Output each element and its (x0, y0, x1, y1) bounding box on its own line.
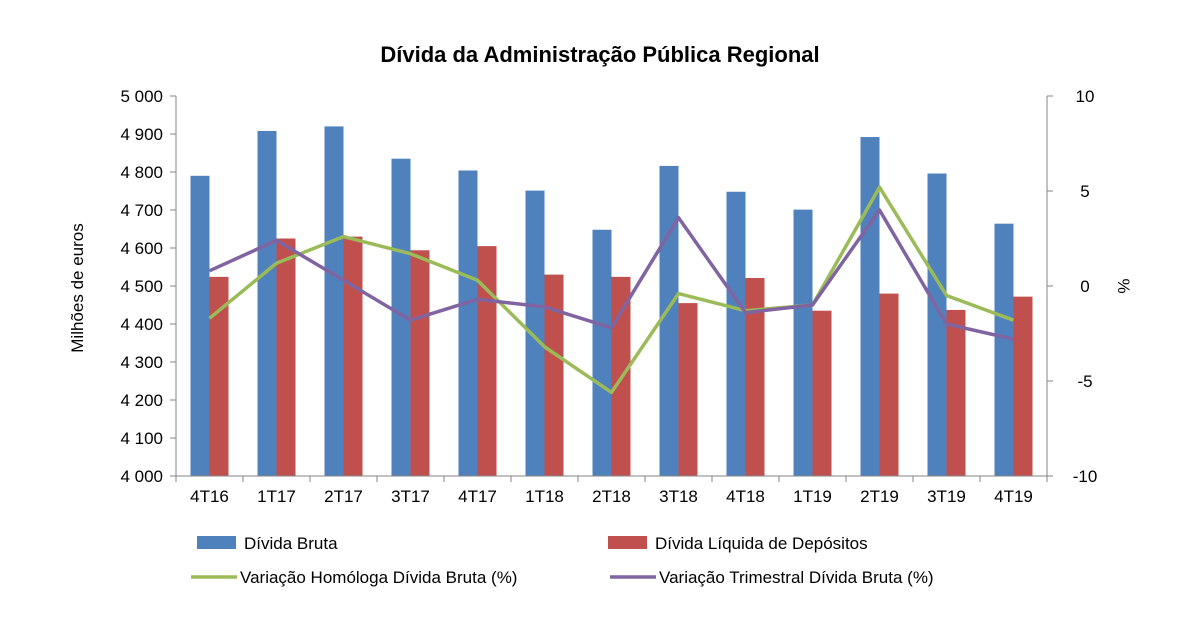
x-tick-label: 1T17 (257, 487, 296, 506)
y-tick-label: 4 700 (120, 201, 163, 220)
x-tick-label: 3T19 (927, 487, 966, 506)
line-variacao-trimestral (208, 208, 1014, 341)
line-variacao-homologa (208, 185, 1015, 395)
legend-label: Variação Trimestral Dívida Bruta (%) (659, 568, 934, 587)
bar-divida-liquida-1T18 (544, 274, 564, 476)
y-tick-label: 4 200 (120, 391, 163, 410)
legend-label: Variação Homóloga Dívida Bruta (%) (240, 568, 517, 587)
bar-divida-bruta-4T18 (726, 191, 746, 476)
bar-divida-liquida-1T19 (812, 310, 832, 476)
x-tick-label: 3T17 (391, 487, 430, 506)
bar-divida-liquida-3T18 (678, 303, 698, 476)
bar-divida-bruta-1T19 (793, 209, 813, 476)
x-tick-label: 4T17 (458, 487, 497, 506)
chart-title: Dívida da Administração Pública Regional (380, 42, 819, 67)
legend: Dívida Bruta Dívida Líquida de Depósitos V… (191, 534, 934, 587)
y2-axis-label: % (1114, 278, 1133, 293)
bar-divida-bruta-2T17 (324, 126, 344, 477)
y-tick-label: 4 400 (120, 315, 163, 334)
legend-swatch (608, 536, 647, 549)
y-tick-label: 4 600 (120, 239, 163, 258)
bar-divida-liquida-1T17 (276, 238, 296, 476)
y-tick-label: 4 900 (120, 125, 163, 144)
legend-swatch (197, 536, 236, 549)
x-tick-label: 2T17 (324, 487, 363, 506)
x-tick-label: 4T16 (190, 487, 229, 506)
y-tick-label: 4 800 (120, 163, 163, 182)
legend-label: Dívida Bruta (244, 534, 338, 553)
y2-tick-label: 5 (1080, 182, 1089, 201)
bar-divida-liquida-3T19 (946, 309, 966, 476)
bar-divida-bruta-4T19 (994, 223, 1014, 476)
x-tick-label: 4T18 (726, 487, 765, 506)
y2-tick-label: -5 (1077, 372, 1092, 391)
bar-divida-liquida-2T17 (343, 236, 363, 476)
x-tick-label: 2T18 (592, 487, 631, 506)
x-tick-label: 3T18 (659, 487, 698, 506)
bar-divida-bruta-3T18 (659, 165, 679, 477)
y-tick-label: 4 100 (120, 429, 163, 448)
y-ticks-group: 4 000 4 100 4 200 4 300 4 400 4 500 4 600 4 700… (120, 87, 1097, 486)
x-tick-label: 1T18 (525, 487, 564, 506)
bar-divida-liquida-4T18 (745, 278, 765, 476)
bar-divida-liquida-4T19 (1013, 296, 1033, 476)
axes-group (170, 95, 1053, 482)
y-axis-label: Milhões de euros (68, 223, 87, 352)
bar-divida-liquida-3T17 (410, 250, 430, 476)
y2-tick-label: 10 (1076, 87, 1095, 106)
lines-group (208, 185, 1015, 395)
y-tick-label: 4 000 (120, 467, 163, 486)
bar-divida-liquida-4T17 (477, 246, 497, 476)
bar-divida-bruta-3T17 (391, 158, 411, 476)
bar-divida-liquida-4T16 (209, 276, 229, 476)
bar-divida-bruta-1T17 (257, 130, 277, 476)
x-ticks-group: 4T16 1T17 2T17 3T17 4T17 1T18 2T18 3T18 4T18 1T19… (190, 487, 1033, 506)
bar-divida-bruta-1T18 (525, 190, 545, 476)
bar-divida-bruta-2T18 (592, 229, 612, 476)
bars-group (190, 126, 1033, 477)
x-tick-label: 4T19 (994, 487, 1033, 506)
y-tick-label: 4 300 (120, 353, 163, 372)
y2-tick-label: 0 (1080, 277, 1089, 296)
legend-label: Dívida Líquida de Depósitos (655, 534, 868, 553)
bar-divida-bruta-4T16 (190, 175, 210, 477)
y-tick-label: 4 500 (120, 277, 163, 296)
x-tick-label: 2T19 (860, 487, 899, 506)
bar-divida-liquida-2T19 (879, 293, 899, 476)
bar-divida-bruta-3T19 (927, 173, 947, 476)
x-tick-label: 1T19 (793, 487, 832, 506)
bar-divida-bruta-4T17 (458, 170, 478, 477)
y2-tick-label: -10 (1073, 467, 1098, 486)
bar-divida-bruta-2T19 (860, 137, 880, 477)
y-tick-label: 5 000 (120, 87, 163, 106)
